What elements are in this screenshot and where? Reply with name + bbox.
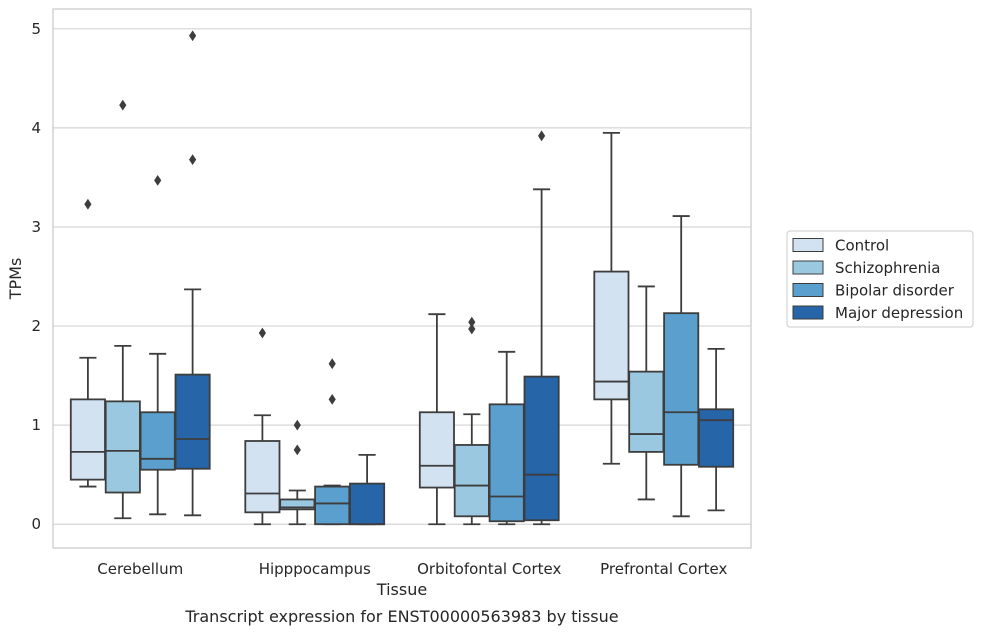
- x-tick-label: Hipppocampus: [259, 560, 371, 578]
- box-group: [698, 347, 735, 512]
- outlier-point: [328, 393, 336, 405]
- box-group: [349, 453, 386, 526]
- box-series: [69, 30, 735, 526]
- legend-swatch: [792, 305, 824, 320]
- series-control: [69, 131, 630, 526]
- box: [69, 398, 106, 481]
- y-tick-label: 3: [31, 218, 41, 236]
- box: [104, 400, 141, 494]
- box-group: [523, 130, 560, 526]
- box: [628, 370, 665, 453]
- y-tick-label: 4: [31, 119, 41, 137]
- box-group: [488, 350, 525, 526]
- y-tick-label: 2: [31, 317, 41, 335]
- legend-swatch: [792, 238, 824, 252]
- box: [244, 440, 281, 514]
- legend-label: Bipolar disorder: [835, 282, 955, 300]
- outlier-point: [328, 358, 336, 370]
- outlier-point: [189, 30, 197, 42]
- x-tick-label: Orbitofontal Cortex: [417, 560, 561, 578]
- outlier-point: [468, 316, 476, 328]
- legend-item: Bipolar disorder: [792, 282, 955, 300]
- outlier-point: [258, 327, 266, 339]
- box: [523, 375, 560, 522]
- y-tick-label: 5: [31, 20, 41, 38]
- box-group: [314, 358, 351, 526]
- legend-swatch: [792, 283, 824, 297]
- outlier-point: [84, 198, 92, 210]
- box: [698, 408, 735, 468]
- legend-swatch: [792, 260, 824, 275]
- box-group: [663, 215, 700, 518]
- outlier-point: [154, 175, 162, 186]
- series-major-depression: [174, 30, 735, 526]
- y-tick-label: 1: [31, 416, 41, 434]
- legend-label: Schizophrenia: [835, 259, 940, 277]
- y-axis-label: TPMs: [6, 258, 25, 301]
- box-group: [104, 99, 141, 520]
- chart-caption: Transcript expression for ENST0000056398…: [184, 607, 618, 626]
- box-group: [174, 30, 211, 517]
- box-group: [628, 285, 665, 501]
- outlier-point: [293, 419, 301, 431]
- box: [314, 485, 351, 526]
- series-bipolar-disorder: [139, 175, 700, 526]
- x-axis-ticks: Cerebellum Hipppocampus Orbitofontal Corte…: [97, 560, 727, 578]
- box-group: [453, 316, 490, 526]
- box: [349, 482, 386, 526]
- box-group: [593, 131, 630, 465]
- box: [663, 312, 700, 466]
- plot-area-frame: [52, 8, 752, 549]
- box-group: [279, 419, 316, 526]
- box-group: [244, 327, 281, 526]
- legend-item: Schizophrenia: [792, 259, 940, 277]
- box: [488, 403, 525, 523]
- outlier-point: [538, 130, 546, 142]
- box-group: [69, 198, 106, 488]
- outlier-point: [189, 154, 197, 166]
- box-group: [418, 313, 455, 526]
- legend-label: Major depression: [835, 304, 963, 322]
- x-tick-label: Cerebellum: [97, 560, 183, 578]
- box: [174, 373, 211, 470]
- box: [453, 444, 490, 518]
- outlier-point: [119, 99, 127, 111]
- legend: Control Schizophrenia Bipolar disorder Majo…: [786, 230, 974, 328]
- legend-item: Major depression: [792, 304, 963, 322]
- outlier-point: [468, 323, 476, 335]
- x-tick-label: Prefrontal Cortex: [600, 560, 727, 578]
- y-tick-label: 0: [31, 515, 41, 533]
- legend-label: Control: [835, 237, 889, 255]
- x-axis-label: Tissue: [376, 580, 427, 599]
- outlier-point: [293, 444, 301, 456]
- box: [418, 411, 455, 489]
- box-group: [139, 175, 176, 516]
- legend-frame: [786, 230, 974, 328]
- box: [139, 411, 176, 471]
- legend-item: Control: [792, 237, 889, 255]
- y-axis-ticks: 0 1 2 3 4 5: [31, 20, 41, 533]
- box: [593, 270, 630, 401]
